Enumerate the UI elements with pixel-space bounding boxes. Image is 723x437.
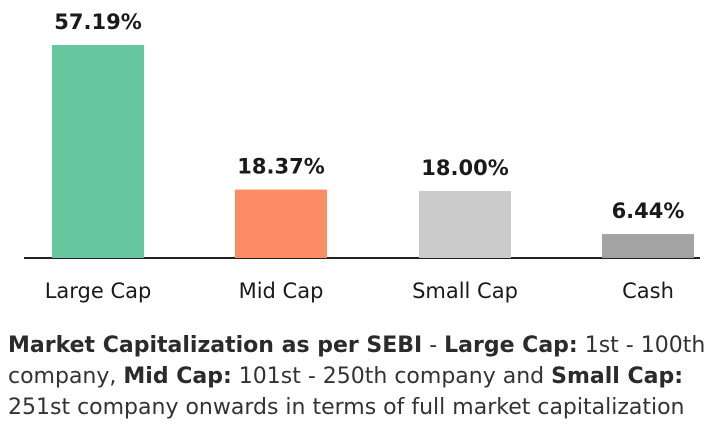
footnote-large-cap-term: Large Cap: — [444, 333, 578, 358]
value-label-cash: 6.44% — [612, 199, 685, 223]
category-label-mid-cap: Mid Cap — [239, 279, 324, 303]
footnote-mid-cap-definition: 101st - 250th company and — [231, 364, 552, 389]
footnote-mid-cap-term: Mid Cap: — [123, 364, 232, 389]
category-labels-layer: Large Cap Mid Cap Small Cap Cash — [45, 279, 674, 303]
footnote-small-cap-definition: 251st company onwards in terms of full m… — [8, 395, 685, 420]
value-labels-layer: 57.19% 18.37% 18.00% 6.44% — [54, 10, 684, 223]
category-label-cash: Cash — [622, 279, 674, 303]
market-cap-bar-chart: 57.19% 18.37% 18.00% 6.44% Large Cap Mid Cap… — [24, 10, 700, 303]
footnote-bold-title: Market Capitalization as per SEBI — [8, 333, 423, 358]
bar-large-cap — [52, 45, 144, 258]
market-cap-footnote: Market Capitalization as per SEBI - Larg… — [8, 330, 716, 423]
bar-mid-cap — [235, 189, 327, 258]
category-label-small-cap: Small Cap — [412, 279, 518, 303]
bars-layer — [52, 45, 694, 258]
category-label-large-cap: Large Cap — [45, 279, 152, 303]
footnote-large-cap-definition: 1st - 100th company, — [8, 333, 706, 389]
footnote-small-cap-term: Small Cap: — [551, 364, 684, 389]
value-label-large-cap: 57.19% — [54, 10, 141, 34]
bar-small-cap — [419, 190, 511, 258]
bar-cash — [602, 234, 694, 258]
footnote-separator: - — [422, 333, 445, 358]
value-label-small-cap: 18.00% — [421, 156, 508, 180]
value-label-mid-cap: 18.37% — [237, 155, 324, 179]
